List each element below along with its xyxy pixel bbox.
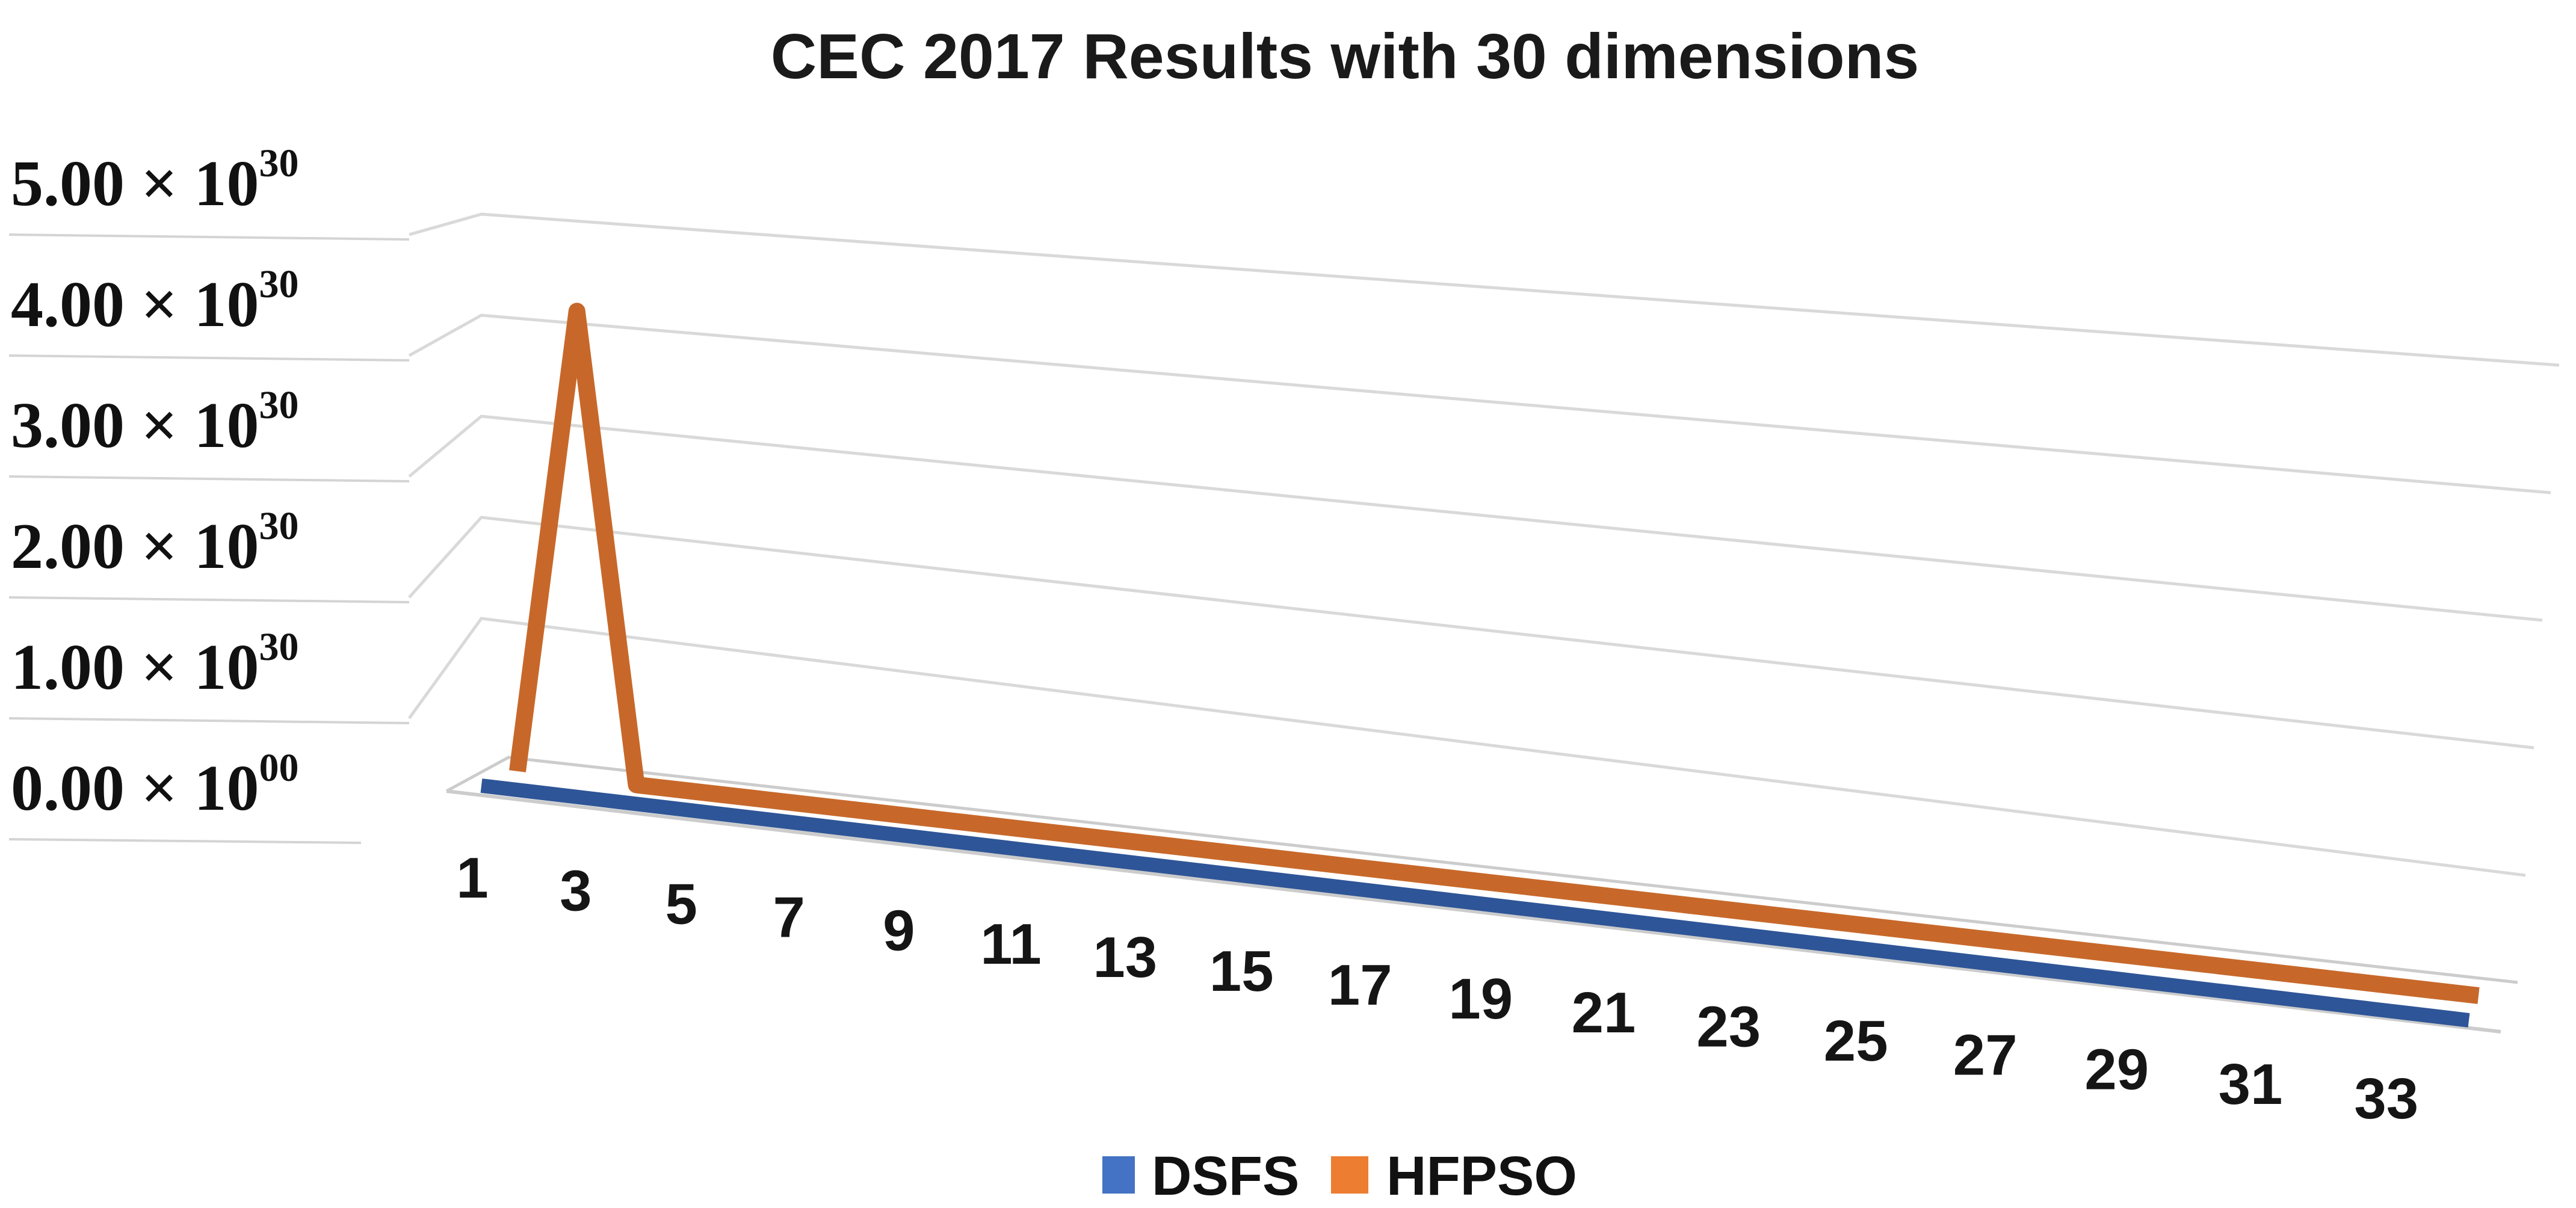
y-tick-line: [8, 354, 410, 362]
legend: DSFS HFPSO: [1102, 1145, 1577, 1207]
x-axis-label: 9: [883, 898, 915, 963]
y-tick-line: [8, 596, 410, 603]
y-tick-line: [8, 838, 362, 844]
y-axis-labels: 5.00 × 1030 4.00 × 1030 3.00 × 1030 2.00 × …: [11, 141, 299, 824]
gridline: [408, 414, 2543, 622]
y-axis-label: 1.00 × 1030: [11, 625, 299, 703]
y-axis-label: 3.00 × 1030: [11, 383, 299, 461]
y-tick-line: [8, 475, 410, 482]
y-axis-ticks: [8, 233, 410, 844]
x-axis-label: 15: [1209, 939, 1274, 1003]
x-axis-label: 23: [1696, 994, 1761, 1059]
x-axis-label: 27: [1953, 1023, 2018, 1088]
x-axis-labels: 1 3 5 7 9 11 13 15 17 19 21 23 25 27 29 31 33: [456, 846, 2418, 1131]
x-axis-label: 19: [1448, 967, 1513, 1031]
y-tick-line: [8, 717, 410, 724]
y-axis-label: 4.00 × 1030: [11, 262, 299, 341]
x-axis-label: 17: [1328, 953, 1392, 1017]
x-axis-label: 3: [560, 859, 591, 923]
x-axis-label: 13: [1093, 925, 1157, 990]
series-line-dsfs: [480, 778, 2470, 1028]
x-axis-label: 1: [456, 846, 488, 910]
gridline: [409, 212, 2560, 367]
series-lines: [480, 303, 2480, 1028]
gridline: [408, 516, 2534, 750]
legend-label-dsfs: DSFS: [1152, 1145, 1299, 1207]
legend-label-hfpso: HFPSO: [1386, 1145, 1577, 1207]
x-axis-label: 33: [2354, 1067, 2418, 1131]
floor-back-edge: [445, 756, 2518, 984]
gridline: [407, 617, 2526, 877]
x-axis-label: 31: [2219, 1052, 2283, 1117]
x-axis-label: 5: [666, 872, 697, 936]
y-tick-line: [8, 233, 410, 241]
y-axis-label: 5.00 × 1030: [11, 141, 299, 220]
x-axis-label: 7: [773, 885, 805, 949]
y-axis-label: 2.00 × 1030: [11, 504, 299, 582]
legend-swatch-hfpso: [1331, 1156, 1368, 1194]
x-axis-label: 25: [1824, 1009, 1888, 1073]
chart-title: CEC 2017 Results with 30 dimensions: [771, 21, 1920, 92]
floor-front-edge: [446, 789, 2501, 1034]
gridline: [408, 313, 2551, 495]
x-axis-label: 21: [1572, 981, 1636, 1045]
series-line-hfpso: [509, 303, 2480, 1004]
y-axis-label: 0.00 × 1000: [11, 746, 299, 824]
x-axis-label: 29: [2084, 1038, 2149, 1102]
legend-swatch-dsfs: [1102, 1156, 1135, 1194]
x-axis-label: 11: [980, 912, 1041, 976]
value-gridlines: [407, 212, 2560, 877]
chart-floor: [445, 756, 2518, 1034]
